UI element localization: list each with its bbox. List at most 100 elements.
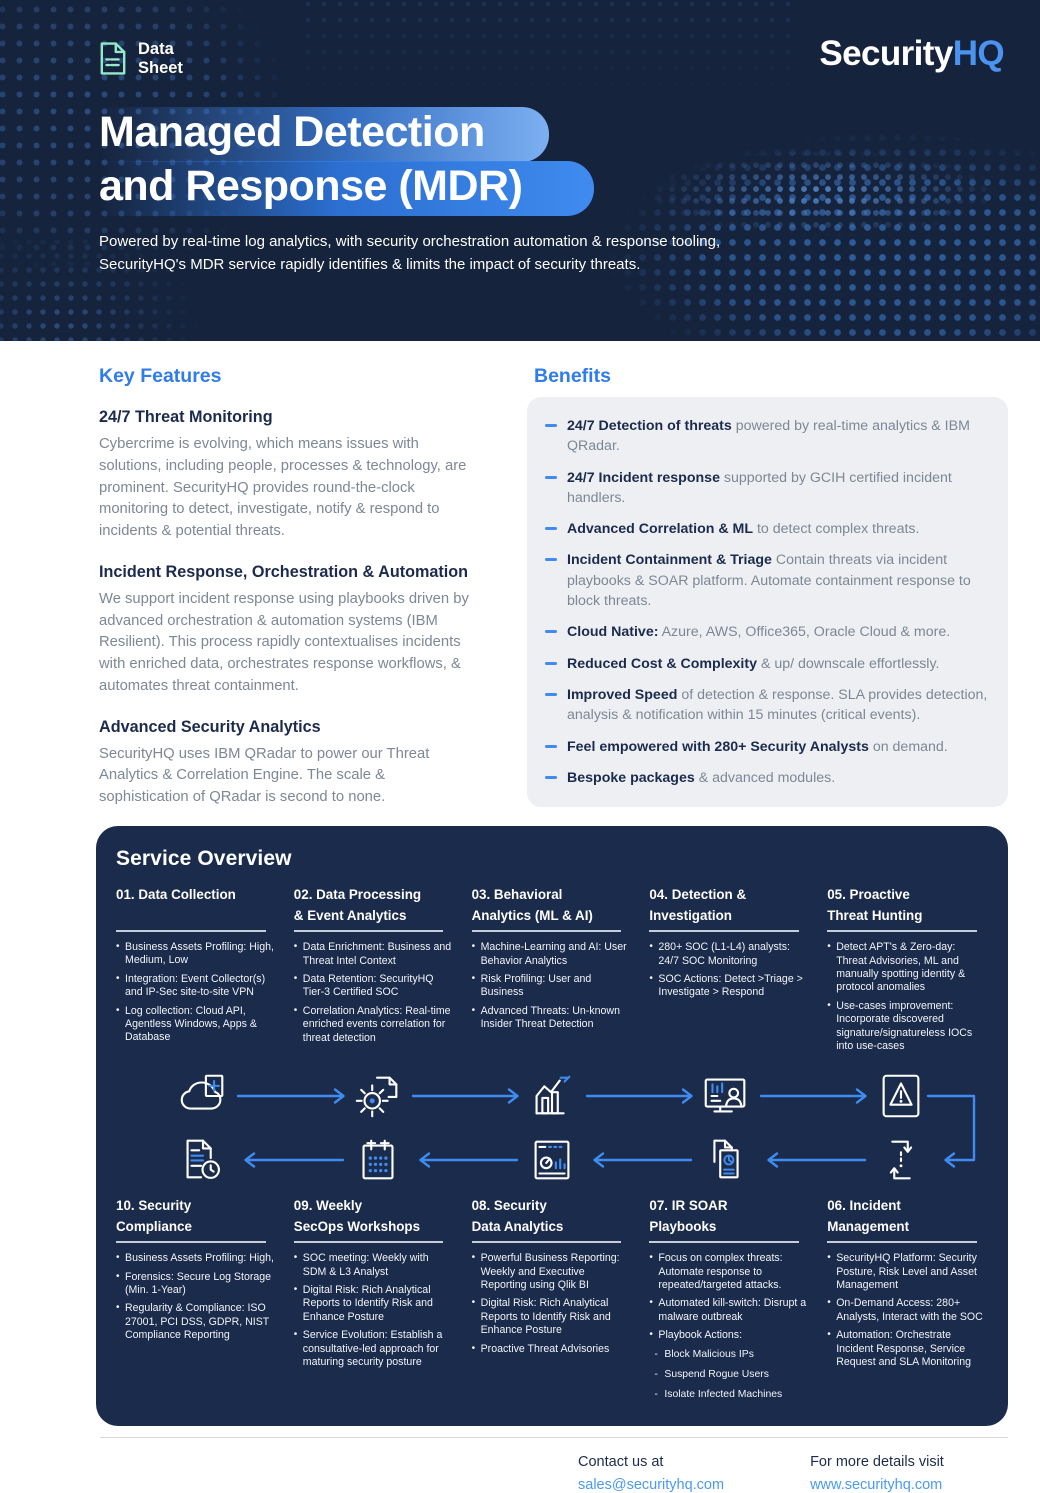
bullet-item: SOC Actions: Detect >Triage > Investigat… bbox=[649, 973, 810, 1000]
feature-title: Advanced Security Analytics bbox=[99, 717, 321, 736]
benefit-item: 24/7 Incident response supported by GCIH… bbox=[545, 468, 988, 509]
bullet-item: Business Assets Profiling: High, Medium,… bbox=[116, 941, 277, 968]
bullet-item: Detect APT's & Zero-day: Threat Advisori… bbox=[827, 941, 988, 995]
bullet-item: Correlation Analytics: Real-time enriche… bbox=[294, 1005, 455, 1045]
document-icon bbox=[100, 42, 126, 75]
benefit-item: Advanced Correlation & ML to detect comp… bbox=[545, 519, 988, 539]
feature-block: 24/7 Threat Monitoring Cybercrime is evo… bbox=[99, 408, 477, 543]
soc-monitor-icon bbox=[705, 1078, 746, 1113]
brand-part-security: Security bbox=[819, 34, 953, 73]
analytics-chart-icon bbox=[535, 1075, 571, 1115]
title-underline bbox=[116, 929, 266, 932]
sub-bullet-item: Suspend Rogue Users bbox=[654, 1368, 810, 1381]
service-overview-heading: Service Overview bbox=[116, 846, 292, 870]
flow-step-02 bbox=[290, 1069, 464, 1123]
flow-step-06 bbox=[814, 1133, 988, 1187]
bullet-item: Proactive Threat Advisories bbox=[472, 1343, 633, 1356]
page-subtitle: Powered by real-time log analytics, with… bbox=[99, 233, 721, 273]
badge-label-line2: Sheet bbox=[138, 58, 183, 77]
flow-step-07 bbox=[639, 1133, 813, 1187]
dash-bullet-icon bbox=[545, 475, 557, 479]
bullet-item: Regularity & Compliance: ISO 27001, PCI … bbox=[116, 1302, 277, 1342]
contact-email-link[interactable]: sales@securityhq.com bbox=[578, 1477, 725, 1493]
title-underline bbox=[649, 1241, 799, 1244]
feature-block: Advanced Security Analytics SecurityHQ u… bbox=[99, 718, 477, 809]
bullet-item: Data Enrichment: Business and Threat Int… bbox=[294, 941, 455, 968]
contact-block: Contact us at sales@securityhq.com bbox=[578, 1454, 724, 1493]
flow-arrows bbox=[236, 1088, 976, 1168]
service-column-01: 01. Data Collection Business Assets Prof… bbox=[116, 884, 277, 1059]
bullet-item: Automated kill-switch: Disrupt a malware… bbox=[649, 1297, 810, 1324]
bullet-item: Advanced Threats: Un-known Insider Threa… bbox=[472, 1005, 633, 1032]
compliance-log-icon bbox=[186, 1139, 221, 1179]
flow-step-08 bbox=[465, 1133, 639, 1187]
bullet-item: Machine-Learning and AI: User Behavior A… bbox=[472, 941, 633, 968]
contact-label: Contact us at bbox=[578, 1454, 664, 1471]
title-underline bbox=[827, 1241, 977, 1244]
bullet-item: Business Assets Profiling: High, bbox=[116, 1252, 277, 1265]
bullet-item: Forensics: Secure Log Storage (Min. 1-Ye… bbox=[116, 1271, 277, 1298]
dash-bullet-icon bbox=[545, 744, 557, 748]
dash-bullet-icon bbox=[545, 558, 557, 562]
title-underline bbox=[293, 1241, 444, 1244]
service-column-04: 04. Detection &Investigation 280+ SOC (L… bbox=[649, 884, 810, 1059]
benefit-item: Improved Speed of detection & response. … bbox=[545, 685, 988, 726]
bullet-item: Digital Risk: Rich Analytical Reports to… bbox=[294, 1284, 455, 1324]
page-title: Managed Detection and Response (MDR) bbox=[0, 107, 1040, 217]
benefits-panel: 24/7 Detection of threats powered by rea… bbox=[527, 397, 1008, 808]
service-column-02: 02. Data Processing& Event Analytics Dat… bbox=[293, 884, 455, 1059]
data-processing-icon bbox=[355, 1076, 397, 1118]
feature-block: Incident Response, Orchestration & Autom… bbox=[99, 563, 477, 698]
dash-bullet-icon bbox=[545, 527, 557, 531]
bullet-item: On-Demand Access: 280+ Analysts, Interac… bbox=[827, 1297, 988, 1324]
bullet-item: Automation: Orchestrate Incident Respons… bbox=[827, 1329, 988, 1369]
page-footer: Contact us at sales@securityhq.com For m… bbox=[0, 1438, 1040, 1493]
benefit-item: Cloud Native: Azure, AWS, Office365, Ora… bbox=[545, 622, 988, 642]
key-features-column: Key Features 24/7 Threat Monitoring Cybe… bbox=[99, 365, 477, 809]
service-flow-diagram bbox=[116, 1069, 988, 1187]
feature-body: We support incident response using playb… bbox=[99, 590, 469, 694]
benefit-item: Incident Containment & Triage Contain th… bbox=[545, 550, 988, 611]
bullet-item: Service Evolution: Establish a consultat… bbox=[294, 1329, 455, 1369]
dash-bullet-icon bbox=[545, 692, 557, 696]
bullet-item: Integration: Event Collector(s) and IP-S… bbox=[116, 973, 277, 1000]
benefit-item: Reduced Cost & Complexity & up/ downscal… bbox=[545, 654, 988, 674]
flow-step-09 bbox=[290, 1133, 464, 1187]
benefits-heading: Benefits bbox=[534, 365, 611, 387]
title-underline bbox=[293, 930, 444, 933]
bullet-item: Data Retention: SecurityHQ Tier-3 Certif… bbox=[294, 973, 455, 1000]
incident-cycle-icon bbox=[889, 1140, 912, 1180]
datasheet-badge: Data Sheet bbox=[99, 40, 183, 77]
benefit-item: Feel empowered with 280+ Security Analys… bbox=[545, 737, 988, 757]
page-title-line1: Managed Detection bbox=[99, 107, 549, 162]
flow-step-01 bbox=[116, 1069, 290, 1123]
playbook-docs-icon bbox=[713, 1139, 740, 1179]
benefit-item: Bespoke packages & advanced modules. bbox=[545, 768, 988, 788]
details-block: For more details visit www.securityhq.co… bbox=[810, 1454, 944, 1493]
report-dashboard-icon bbox=[534, 1140, 570, 1180]
page-title-line2: and Response (MDR) bbox=[99, 160, 595, 217]
bullet-item: Risk Profiling: User and Business bbox=[472, 973, 633, 1000]
website-link[interactable]: www.securityhq.com bbox=[810, 1477, 943, 1493]
badge-label-line1: Data bbox=[138, 40, 174, 59]
bullet-item: Playbook Actions: bbox=[649, 1329, 810, 1342]
title-underline bbox=[471, 930, 622, 933]
title-underline bbox=[471, 1241, 622, 1244]
title-underline bbox=[649, 930, 799, 933]
feature-body: SecurityHQ uses IBM QRadar to power our … bbox=[99, 745, 430, 806]
brand-logo: SecurityHQ bbox=[819, 34, 1004, 74]
brand-part-hq: HQ bbox=[952, 34, 1005, 73]
bullet-item: SecurityHQ Platform: Security Posture, R… bbox=[827, 1252, 988, 1292]
bullet-item: Digital Risk: Rich Analytical Reports to… bbox=[472, 1297, 633, 1337]
dash-bullet-icon bbox=[545, 661, 557, 665]
feature-body: Cybercrime is evolving, which means issu… bbox=[99, 436, 467, 539]
dash-bullet-icon bbox=[545, 424, 557, 427]
feature-title: Incident Response, Orchestration & Autom… bbox=[99, 562, 469, 581]
benefits-column: Benefits 24/7 Detection of threats power… bbox=[527, 365, 1008, 809]
title-underline bbox=[116, 1241, 266, 1244]
